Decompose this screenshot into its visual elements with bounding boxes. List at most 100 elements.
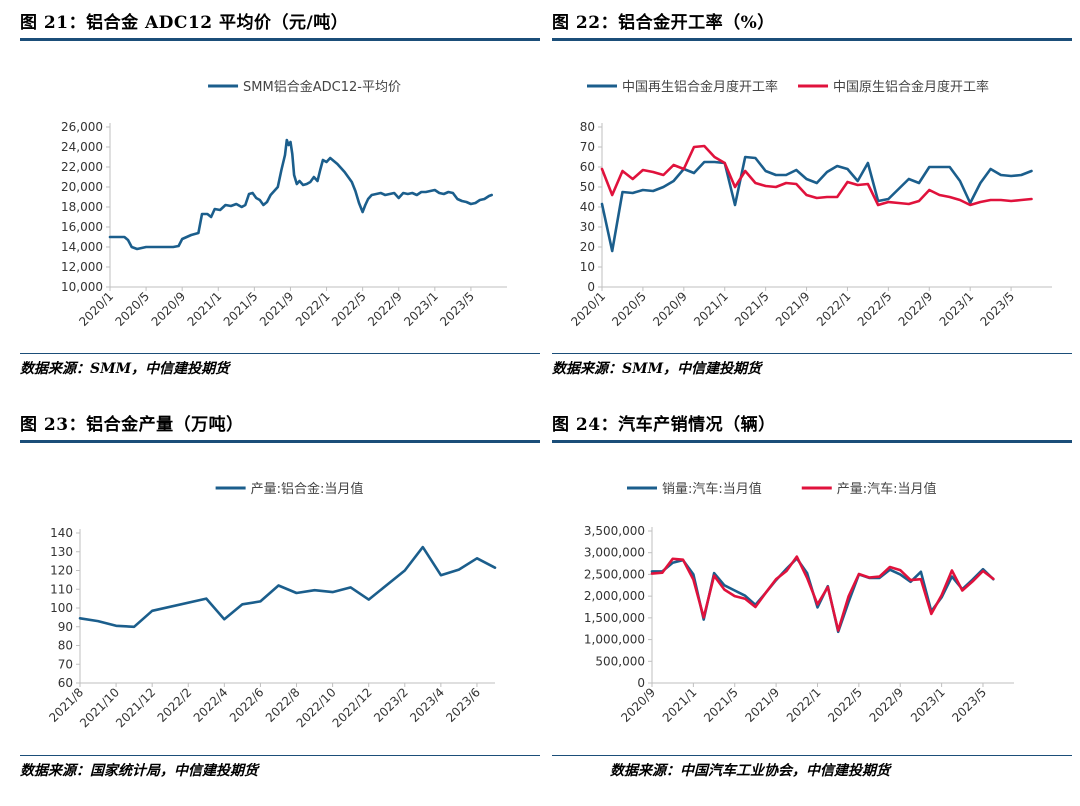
y-tick-label: 30 xyxy=(580,220,595,234)
x-tick-label: 2020/9 xyxy=(149,289,189,329)
y-tick-label: 40 xyxy=(580,200,595,214)
x-tick-label: 2021/1 xyxy=(660,685,700,725)
bottom-rule xyxy=(552,755,1072,756)
y-tick-label: 80 xyxy=(580,120,595,134)
series-line-1 xyxy=(600,144,1033,207)
chart-area: 0 500,000 1,000,000 1,500,000 2,000,000 2,500… xyxy=(552,443,1072,755)
chart-panel-1: 图 21：铝合金 ADC12 平均价（元/吨） 10,000 12,000 14,0… xyxy=(20,8,540,384)
series-line-1 xyxy=(650,555,995,632)
y-tick-label: 80 xyxy=(58,639,73,653)
x-tick-label: 2023/5 xyxy=(977,289,1017,329)
source-note: 数据来源：国家统计局，中信建投期货 xyxy=(20,763,258,779)
y-tick-label: 12,000 xyxy=(61,260,103,274)
x-tick-label: 2021/1 xyxy=(691,289,731,329)
y-tick-label: 130 xyxy=(50,545,73,559)
title-rule xyxy=(20,440,540,443)
x-tick-label: 2022/9 xyxy=(365,289,405,329)
y-tick-label: 100 xyxy=(50,601,73,615)
y-tick-label: 2,000,000 xyxy=(584,589,645,603)
y-tick-label: 120 xyxy=(50,564,73,578)
bottom-rule xyxy=(20,353,540,354)
chart-area: 10,000 12,000 14,000 16,000 18,000 20,000 22,0… xyxy=(20,41,540,353)
legend: SMM铝合金ADC12-平均价 xyxy=(208,79,401,95)
series-line-0 xyxy=(600,155,1033,253)
x-tick-label: 2023/1 xyxy=(908,685,948,725)
legend: 中国再生铝合金月度开工率 中国原生铝合金月度开工率 xyxy=(587,79,989,95)
x-tick-label: 2022/4 xyxy=(191,685,231,725)
x-tick-label: 2021/5 xyxy=(732,289,772,329)
y-tick-label: 0 xyxy=(587,280,595,294)
y-tick-label: 10 xyxy=(580,260,595,274)
bottom-rule xyxy=(20,755,540,756)
chart-svg-adc12-price: 10,000 12,000 14,000 16,000 18,000 20,000 22,0… xyxy=(61,79,507,329)
y-tick-label: 2,500,000 xyxy=(584,567,645,581)
y-tick-label: 60 xyxy=(58,676,73,690)
x-tick-label: 2022/5 xyxy=(329,289,369,329)
y-tick-label: 3,500,000 xyxy=(584,524,645,538)
chart-svg-alloy-output: 607080901001101201301402021/82021/102021… xyxy=(46,481,497,730)
x-tick-label: 2022/9 xyxy=(867,685,907,725)
source-note: 数据来源：SMM，中信建投期货 xyxy=(20,361,230,377)
title-rule xyxy=(552,38,1072,41)
x-tick-label: 2023/4 xyxy=(407,685,447,725)
chart-title: 图 23：铝合金产量（万吨） xyxy=(20,415,244,435)
x-tick-label: 2020/9 xyxy=(650,289,690,329)
x-tick-label: 2023/6 xyxy=(443,685,483,725)
x-tick-label: 2022/9 xyxy=(896,289,936,329)
y-tick-label: 70 xyxy=(580,140,595,154)
x-tick-label: 2023/1 xyxy=(401,289,441,329)
legend-label: 产量:汽车:当月值 xyxy=(837,481,937,497)
x-tick-label: 2021/9 xyxy=(257,289,297,329)
title-rule xyxy=(552,440,1072,443)
x-tick-label: 2021/5 xyxy=(701,685,741,725)
x-tick-label: 2020/5 xyxy=(609,289,649,329)
legend-label: SMM铝合金ADC12-平均价 xyxy=(243,79,401,95)
x-tick-label: 2023/5 xyxy=(437,289,477,329)
y-tick-label: 1,000,000 xyxy=(584,633,645,647)
legend-label: 中国再生铝合金月度开工率 xyxy=(622,79,778,95)
y-tick-label: 20 xyxy=(580,240,595,254)
bottom-rule xyxy=(552,353,1072,354)
chart-area: 0 10 20 30 40 50 60 70 80 2020/1 2020/5 2020/9 2021/… xyxy=(552,41,1072,353)
y-tick-label: 20,000 xyxy=(61,180,103,194)
y-tick-label: 500,000 xyxy=(595,654,645,668)
title-rule xyxy=(20,38,540,41)
x-tick-label: 2022/5 xyxy=(855,289,895,329)
x-tick-label: 2022/2 xyxy=(155,685,195,725)
x-tick-label: 2022/12 xyxy=(330,685,375,730)
chart-title: 图 22：铝合金开工率（%） xyxy=(552,13,775,33)
y-tick-label: 0 xyxy=(637,676,645,690)
y-tick-label: 1,500,000 xyxy=(584,611,645,625)
x-tick-label: 2022/5 xyxy=(825,685,865,725)
chart-title: 图 24：汽车产销情况（辆） xyxy=(552,415,776,435)
x-tick-label: 2021/12 xyxy=(113,685,158,730)
legend-label: 销量:汽车:当月值 xyxy=(662,481,762,497)
legend: 销量:汽车:当月值 产量:汽车:当月值 xyxy=(627,481,937,497)
legend-label: 产量:铝合金:当月值 xyxy=(251,481,364,497)
x-tick-label: 2022/1 xyxy=(784,685,824,725)
y-tick-label: 10,000 xyxy=(61,280,103,294)
x-tick-label: 2020/1 xyxy=(76,289,116,329)
y-tick-label: 140 xyxy=(50,526,73,540)
y-tick-label: 90 xyxy=(58,620,73,634)
y-tick-label: 22,000 xyxy=(61,160,103,174)
x-tick-label: 2023/5 xyxy=(949,685,989,725)
y-tick-label: 24,000 xyxy=(61,140,103,154)
x-tick-label: 2023/1 xyxy=(937,289,977,329)
x-tick-label: 2021/1 xyxy=(185,289,225,329)
source-note: 数据来源：SMM，中信建投期货 xyxy=(552,361,762,377)
y-tick-label: 50 xyxy=(580,180,595,194)
chart-title: 图 21：铝合金 ADC12 平均价（元/吨） xyxy=(20,13,349,33)
chart-panel-2: 图 22：铝合金开工率（%） 0 10 20 30 40 50 60 70 80 2020/1 20… xyxy=(552,8,1072,384)
y-tick-label: 14,000 xyxy=(61,240,103,254)
x-tick-label: 2022/1 xyxy=(293,289,333,329)
x-tick-label: 2023/2 xyxy=(371,685,411,725)
series-line-0 xyxy=(108,138,493,251)
y-tick-label: 18,000 xyxy=(61,200,103,214)
y-tick-label: 110 xyxy=(50,582,73,596)
chart-panel-4: 图 24：汽车产销情况（辆） 0 500,000 1,000,000 1,500,00… xyxy=(552,410,1072,786)
x-tick-label: 2020/9 xyxy=(618,685,658,725)
chart-area: 60 70 80 90 100 110 120 130 140 2021/8 2021/10 2021… xyxy=(20,443,540,755)
x-tick-label: 2021/9 xyxy=(773,289,813,329)
